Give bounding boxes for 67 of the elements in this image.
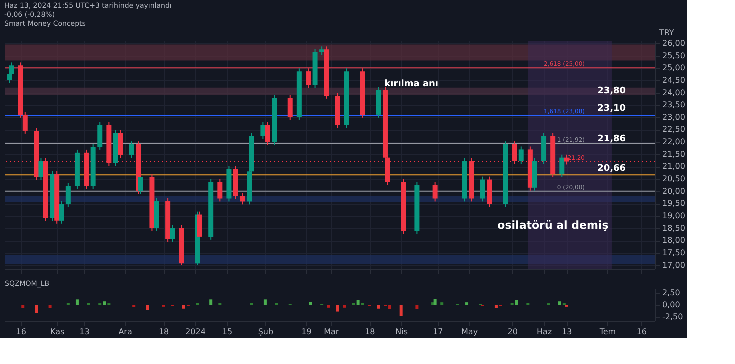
x-tick-label: 19 [302, 328, 312, 336]
annotation: osilatörü al demiş [498, 219, 610, 232]
annotation: 21,86 [598, 134, 626, 145]
x-tick-label: 2024 [186, 328, 206, 336]
y-tick-label: 21,00 [662, 162, 686, 172]
y-tick-label: 19,50 [662, 199, 686, 208]
annotation: 20,66 [598, 164, 626, 174]
y-tick-label: 0,00 [662, 300, 680, 310]
y-tick-label: 18,00 [662, 236, 686, 246]
candlestick [38, 158, 44, 181]
x-tick-label: 16 [636, 328, 648, 336]
candlestick [240, 192, 246, 206]
y-tick-label: 24,00 [662, 88, 686, 98]
candlestick [118, 130, 124, 159]
y-tick-label: 26,00 [662, 38, 686, 48]
candlestick [59, 200, 64, 224]
candlestick [432, 182, 438, 202]
candlestick [197, 211, 202, 240]
y-tick-label: 21,50 [662, 150, 686, 159]
candlestick [480, 176, 486, 202]
annotation: 23,10 [598, 104, 626, 114]
x-tick-label: Şub [258, 328, 274, 336]
x-tick-label: Kas [50, 328, 65, 336]
y-tick-label: 17,50 [662, 248, 686, 258]
x-tick-label: May [462, 328, 478, 336]
y-tick-label: 20,50 [662, 174, 686, 184]
annotation: 23,80 [598, 86, 626, 97]
candlestick [129, 141, 134, 159]
y-tick-label: 17,00 [662, 260, 686, 270]
y-tick-label: 2,50 [662, 288, 680, 298]
candlestick [560, 154, 565, 178]
candlestick [265, 122, 270, 146]
candlestick [66, 182, 71, 208]
candlestick [306, 68, 311, 89]
y-tick-label: 18,50 [662, 224, 686, 233]
y-tick-label: 23,00 [662, 112, 686, 122]
x-tick-label: 20 [508, 328, 518, 336]
candlestick [170, 224, 176, 243]
x-tick-label: 18 [365, 328, 376, 336]
y-tick-label: 22,50 [662, 125, 686, 134]
x-tick-label: Mar [324, 328, 340, 336]
candlestick [288, 94, 293, 121]
candlestick [98, 122, 103, 150]
x-tick-label: Ara [118, 328, 132, 336]
x-tick-label: 15 [222, 328, 233, 336]
candlestick [518, 146, 524, 164]
x-tick-label: 17 [432, 328, 444, 336]
annotation: kırılma anı [384, 79, 439, 90]
y-tick-label: 25,50 [662, 51, 686, 60]
x-tick-label: 13 [80, 328, 90, 336]
y-tick-label: 24,50 [662, 76, 686, 85]
x-tick-label: Tem [598, 328, 616, 336]
y-tick-label: 20,00 [662, 186, 686, 196]
candlestick [512, 141, 518, 164]
x-tick-label: Haz [536, 328, 552, 336]
x-tick-label: 18 [158, 328, 170, 336]
x-tick-label: 16 [16, 328, 26, 336]
y-tick-label: 19,00 [662, 212, 686, 221]
candlestick [218, 178, 223, 202]
x-tick-label: Nis [396, 328, 408, 336]
y-tick-label: 23,50 [662, 100, 686, 110]
y-axis-title: TRY [658, 28, 674, 38]
y-tick-label: 22,00 [662, 138, 686, 147]
y-tick-label: -2,50 [662, 312, 684, 322]
x-tick-label: 13 [562, 328, 572, 336]
candlestick [138, 174, 144, 195]
y-tick-label: 25,00 [662, 64, 686, 73]
